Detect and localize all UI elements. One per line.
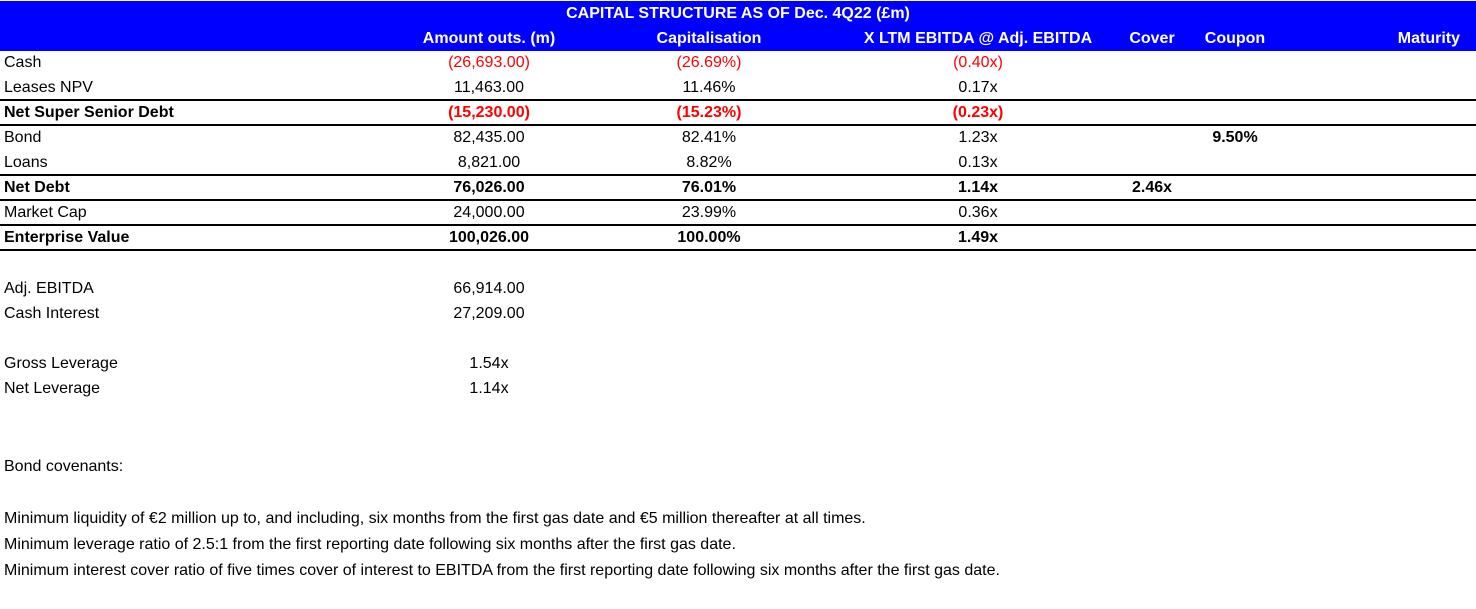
header-maturity: Maturity <box>1397 30 1460 47</box>
row-label: Net Super Senior Debt <box>4 104 174 121</box>
row-amount: 11,463.00 <box>454 79 524 96</box>
row-amount: (15,230.00) <box>448 104 530 121</box>
adj-ebitda-value: 66,914.00 <box>453 280 525 297</box>
row-ebitda-multiple: 0.17x <box>958 79 998 96</box>
table-row-net-debt: Net Debt 76,026.00 76.01% 1.14x 2.46x <box>0 176 1476 201</box>
row-capitalisation: 76.01% <box>681 179 737 196</box>
row-amount: 100,026.00 <box>448 229 530 246</box>
header-amount: Amount outs. (m) <box>422 30 556 47</box>
row-capitalisation: 23.99% <box>681 204 737 221</box>
header-cover: Cover <box>1129 30 1175 47</box>
table-row-market-cap: Market Cap 24,000.00 23.99% 0.36x <box>0 201 1476 226</box>
row-capitalisation: 82.41% <box>681 129 737 146</box>
row-capitalisation: 11.46% <box>682 79 736 96</box>
covenant-item: Minimum leverage ratio of 2.5:1 from the… <box>4 536 736 553</box>
row-cover: 2.46x <box>1131 179 1173 196</box>
row-amount: 24,000.00 <box>453 204 525 221</box>
header-ltm-ebitda: X LTM EBITDA @ Adj. EBITDA <box>863 30 1093 47</box>
header-capitalisation: Capitalisation <box>656 30 762 47</box>
table-title: CAPITAL STRUCTURE AS OF Dec. 4Q22 (£m) <box>0 1 1476 26</box>
covenants-heading: Bond covenants: <box>4 458 124 475</box>
row-label: Net Debt <box>4 179 70 196</box>
row-label: Leases NPV <box>4 79 93 96</box>
row-ebitda-multiple: 0.13x <box>958 154 998 171</box>
row-label: Bond <box>4 129 42 146</box>
table-row-enterprise-value: Enterprise Value 100,026.00 100.00% 1.49… <box>0 226 1476 251</box>
row-capitalisation: (26.69%) <box>676 54 742 71</box>
row-capitalisation: 8.82% <box>686 154 732 171</box>
row-label: Market Cap <box>4 204 87 221</box>
adj-ebitda-label: Adj. EBITDA <box>4 280 94 297</box>
net-leverage-label: Net Leverage <box>4 380 101 397</box>
row-ebitda-multiple: 1.14x <box>957 179 999 196</box>
row-capitalisation: (15.23%) <box>676 104 742 121</box>
gross-leverage-value: 1.54x <box>469 355 509 372</box>
row-ebitda-multiple: 0.36x <box>958 204 998 221</box>
table-row-loans: Loans 8,821.00 8.82% 0.13x <box>0 151 1476 176</box>
row-label: Enterprise Value <box>4 229 130 246</box>
row-ebitda-multiple: (0.23x) <box>952 104 1004 121</box>
row-amount: 76,026.00 <box>453 179 525 196</box>
row-amount: (26,693.00) <box>448 54 530 71</box>
net-leverage-value: 1.14x <box>469 380 509 397</box>
header-coupon: Coupon <box>1204 30 1266 47</box>
table-row-leases-npv: Leases NPV 11,463.00 11.46% 0.17x <box>0 76 1476 101</box>
cash-interest-value: 27,209.00 <box>453 305 525 322</box>
row-ebitda-multiple: (0.40x) <box>953 54 1003 71</box>
table-row-bond: Bond 82,435.00 82.41% 1.23x 9.50% <box>0 126 1476 151</box>
table-row-net-super-senior-debt: Net Super Senior Debt (15,230.00) (15.23… <box>0 101 1476 126</box>
row-ebitda-multiple: 1.49x <box>957 229 999 246</box>
covenant-item: Minimum liquidity of €2 million up to, a… <box>4 510 866 527</box>
row-ebitda-multiple: 1.23x <box>958 129 998 146</box>
row-label: Cash <box>4 54 42 71</box>
row-label: Loans <box>4 154 48 171</box>
row-amount: 82,435.00 <box>453 129 525 146</box>
row-amount: 8,821.00 <box>457 154 521 171</box>
table-row-cash: Cash (26,693.00) (26.69%) (0.40x) <box>0 51 1476 76</box>
column-header-row: Amount outs. (m) Capitalisation X LTM EB… <box>0 26 1476 51</box>
cash-interest-label: Cash Interest <box>4 305 100 322</box>
row-coupon: 9.50% <box>1212 129 1258 146</box>
covenant-item: Minimum interest cover ratio of five tim… <box>4 562 1000 579</box>
row-capitalisation: 100.00% <box>677 229 741 246</box>
gross-leverage-label: Gross Leverage <box>4 355 118 372</box>
